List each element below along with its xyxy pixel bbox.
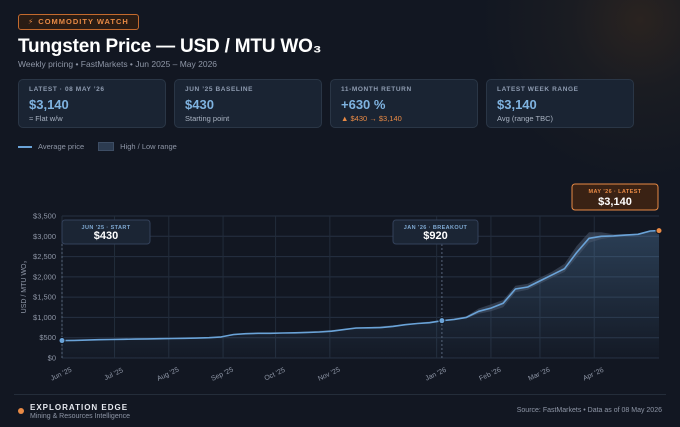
stat-card-latest: LATEST · 08 MAY ’26 $3,140 ≈ Flat w/w: [18, 79, 166, 128]
stat-card-return: 11-MONTH RETURN +630 % ▲ $430 → $3,140: [330, 79, 478, 128]
y-axis-label: USD / MTU WO₃: [21, 261, 28, 314]
legend-band-label: High / Low range: [120, 142, 177, 151]
brand-name: EXPLORATION EDGE: [30, 403, 129, 412]
stat-sub: ≈ Flat w/w: [29, 114, 63, 123]
x-tick-label: Jan '26: [424, 367, 447, 383]
stat-value: $3,140: [497, 97, 537, 112]
legend-line-swatch: [18, 145, 32, 148]
annotation-label: JUN ’25 · START: [82, 225, 131, 231]
stat-label: 11-MONTH RETURN: [341, 86, 412, 93]
stat-value: +630 %: [341, 97, 386, 112]
stat-card-baseline: JUN ’25 BASELINE $430 Starting point: [174, 79, 322, 128]
chart-legend: Average price High / Low range: [18, 142, 177, 151]
stat-label: JUN ’25 BASELINE: [185, 86, 254, 93]
annotation-value: $430: [94, 230, 118, 242]
annotation-label: MAY ’26 · LATEST: [588, 189, 641, 195]
x-tick-label: Mar '26: [527, 367, 551, 383]
x-tick-label: Jun '25: [50, 367, 73, 383]
breakout-marker: [438, 317, 446, 325]
y-tick-label: $1,000: [33, 313, 56, 322]
x-tick-label: Oct '25: [264, 367, 287, 383]
annotation-label: JAN ’26 · BREAKOUT: [404, 225, 468, 231]
lightning-icon: ⚡: [28, 17, 35, 26]
stat-sub: Avg (range TBC): [497, 114, 553, 123]
page-subtitle: Weekly pricing • FastMarkets • Jun 2025 …: [18, 59, 218, 69]
stat-value: $3,140: [29, 97, 69, 112]
annotation-value: $3,140: [598, 196, 632, 208]
brand-dot-icon: [18, 408, 24, 414]
x-tick-label: Feb '26: [478, 367, 502, 383]
x-tick-label: Jul '25: [103, 367, 124, 382]
annotation-value: $920: [423, 230, 447, 242]
page-title: Tungsten Price — USD / MTU WO₃: [18, 36, 322, 57]
price-area: [62, 230, 659, 358]
start-marker: [58, 337, 66, 345]
x-tick-label: Aug '25: [156, 366, 180, 382]
y-tick-label: $0: [48, 354, 56, 363]
brand-tagline: Mining & Resources Intelligence: [30, 413, 130, 420]
stat-label: LATEST · 08 MAY ’26: [29, 86, 105, 93]
y-tick-label: $3,000: [33, 232, 56, 241]
footer-divider: [14, 394, 666, 395]
annotation-box: [571, 183, 659, 211]
annotation-box: [392, 219, 479, 245]
stat-sub: ▲ $430 → $3,140: [341, 114, 402, 123]
source-note: Source: FastMarkets • Data as of 08 May …: [516, 407, 662, 414]
annotation-box: [61, 219, 151, 245]
latest-marker: [655, 227, 663, 235]
x-tick-label: Nov '25: [317, 366, 341, 382]
y-tick-label: $2,500: [33, 252, 56, 261]
stat-sub: Starting point: [185, 114, 230, 123]
x-tick-label: Sep '25: [210, 366, 234, 382]
y-tick-label: $500: [39, 333, 56, 342]
stat-value: $430: [185, 97, 214, 112]
legend-line-label: Average price: [38, 142, 85, 151]
badge-text: COMMODITY WATCH: [38, 17, 129, 26]
commodity-watch-badge: ⚡ COMMODITY WATCH: [18, 14, 139, 30]
y-tick-label: $3,500: [33, 212, 56, 221]
y-tick-label: $1,500: [33, 293, 56, 302]
stat-card-week-range: LATEST WEEK RANGE $3,140 Avg (range TBC): [486, 79, 634, 128]
stat-label: LATEST WEEK RANGE: [497, 86, 579, 93]
stat-cards: LATEST · 08 MAY ’26 $3,140 ≈ Flat w/w JU…: [18, 79, 634, 128]
y-tick-label: $2,000: [33, 272, 56, 281]
average-price-line: [61, 229, 660, 342]
legend-band-swatch: [98, 142, 115, 151]
x-tick-label: Apr '26: [582, 367, 605, 383]
